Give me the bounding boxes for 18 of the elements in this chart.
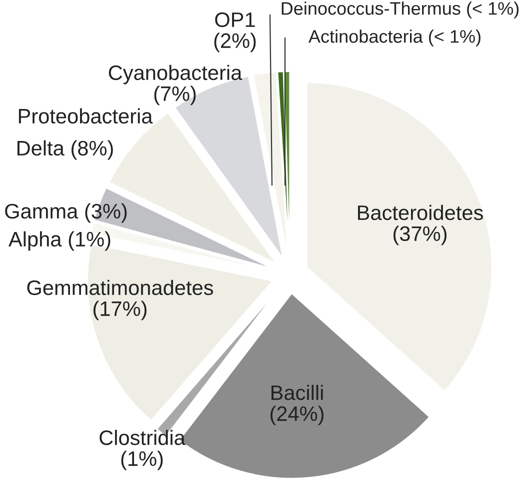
data-label: (24%) [270,406,324,426]
slice-label: Deinococcus-Thermus (< 1%) [282,2,519,18]
slice-label: Bacteroidetes [358,204,483,220]
data-label: (7%) [154,86,196,106]
data-label: (2%) [214,32,256,52]
data-label: (37%) [394,226,446,246]
data-label: (1%) [121,450,163,470]
slice-label: Bacilli [272,384,323,400]
slice-label: OP1 [215,12,255,28]
slice-label: Alpha (1%) [8,231,110,251]
slice-label: Delta (8%) [18,140,113,160]
slice-label: Actinobacteria (< 1%) [308,30,480,46]
slice-label: Gemmatimonadetes [27,280,214,296]
slice-label: Cyanobacteria [108,64,242,84]
slice-label: Gamma (3%) [5,203,127,223]
slice-label: Clostridia [100,430,186,446]
text: Proteobacteria [18,108,153,124]
data-label: (17%) [94,300,146,320]
